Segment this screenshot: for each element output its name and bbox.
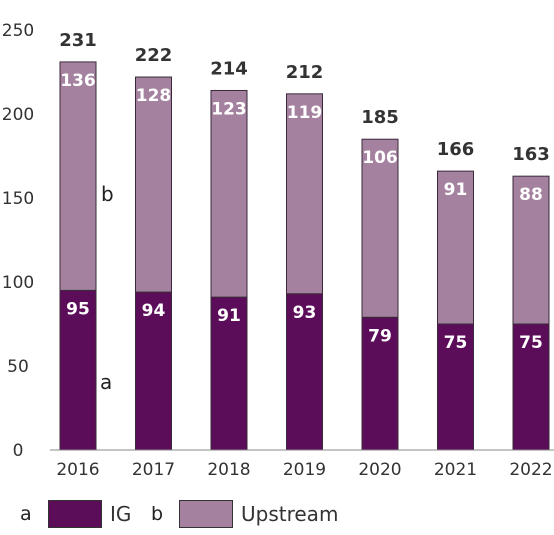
- x-tick-label: 2017: [132, 460, 175, 480]
- bar-segment-ig: [286, 293, 323, 451]
- x-tick-label: 2021: [434, 460, 477, 480]
- y-tick-label: 0: [13, 441, 24, 461]
- bar-value-label-upstream: 136: [60, 71, 96, 91]
- y-tick-label: 150: [2, 189, 34, 209]
- bars: 95 136 231 94 128 222 91 123 214 93 119 212 79 106 185…: [59, 30, 550, 451]
- legend-swatch-ig: [48, 500, 102, 528]
- bar-segment-upstream: [210, 89, 248, 298]
- bar-total-label: 163: [512, 144, 550, 165]
- bar-segment-upstream: [59, 61, 97, 291]
- y-tick-label: 100: [2, 273, 34, 293]
- legend-label-upstream: Upstream: [241, 502, 339, 526]
- series-annotation-b: b: [101, 182, 114, 206]
- legend-item-ig: a IG: [20, 497, 131, 531]
- bar-value-label-upstream: 106: [362, 148, 398, 168]
- x-tick-label: 2019: [283, 460, 326, 480]
- bar-value-label-ig: 79: [368, 326, 392, 346]
- bar-segment-upstream: [286, 93, 323, 295]
- y-tick-label: 250: [2, 21, 34, 41]
- legend: a IG b Upstream: [0, 497, 554, 531]
- y-axis: 0 50 100 150 200 250: [2, 21, 34, 461]
- legend-swatch-upstream: [179, 500, 233, 528]
- bar-total-label: 212: [286, 62, 324, 83]
- bar-value-label-upstream: 123: [211, 99, 247, 119]
- bar-segment-ig: [59, 289, 97, 451]
- x-tick-label: 2016: [56, 460, 99, 480]
- y-tick-label: 200: [2, 105, 34, 125]
- stacked-bar-chart: 0 50 100 150 200 250 95 136 231 94 128 222 91 123 214…: [2, 21, 554, 480]
- bar-value-label-ig: 93: [293, 303, 317, 323]
- bar-value-label-upstream: 91: [444, 180, 468, 200]
- legend-letter-ig: a: [20, 503, 32, 525]
- bar-value-label-upstream: 128: [136, 86, 172, 106]
- x-tick-label: 2020: [358, 460, 401, 480]
- bar-value-label-ig: 75: [444, 333, 468, 353]
- bar-segment-upstream: [512, 175, 550, 325]
- x-axis: 2016 2017 2018 2019 2020 2021 2022: [50, 449, 554, 480]
- bar-segment-ig: [135, 291, 172, 451]
- bar-total-label: 166: [437, 139, 475, 160]
- bar-segment-upstream: [437, 170, 474, 325]
- bar-value-label-upstream: 119: [287, 103, 323, 123]
- series-annotation-a: a: [100, 370, 112, 394]
- bar-value-label-ig: 95: [66, 299, 90, 319]
- bar-total-label: 222: [135, 45, 173, 66]
- bar-value-label-upstream: 88: [519, 185, 543, 205]
- bar-segment-upstream: [361, 138, 399, 318]
- bar-value-label-ig: 91: [217, 306, 241, 326]
- bar-value-label-ig: 94: [142, 301, 166, 321]
- bar-segment-upstream: [135, 76, 172, 293]
- legend-letter-upstream: b: [151, 503, 164, 525]
- bar-value-label-ig: 75: [519, 333, 543, 353]
- bar-total-label: 185: [361, 107, 399, 128]
- bar-total-label: 231: [59, 30, 97, 51]
- x-tick-label: 2018: [207, 460, 250, 480]
- y-tick-label: 50: [7, 357, 29, 377]
- legend-item-upstream: b Upstream: [151, 497, 338, 531]
- legend-label-ig: IG: [110, 502, 132, 526]
- bar-total-label: 214: [210, 58, 248, 79]
- x-tick-label: 2022: [509, 460, 552, 480]
